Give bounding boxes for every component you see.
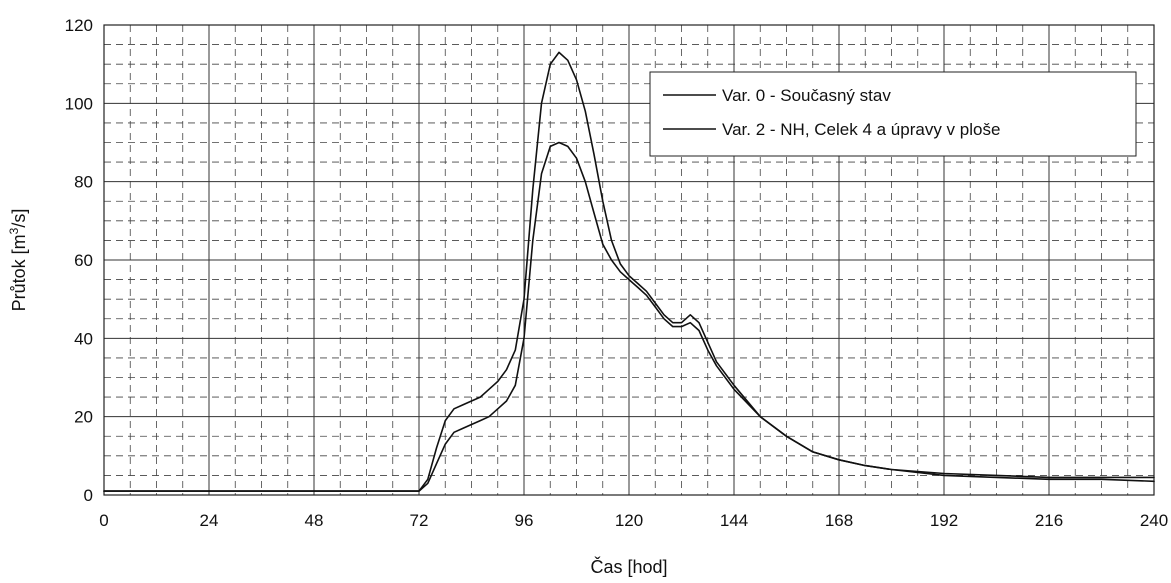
legend-label-var2: Var. 2 - NH, Celek 4 a úpravy v ploše — [722, 120, 1000, 139]
y-axis-title-sup: 3 — [7, 227, 21, 234]
x-tick-label: 168 — [825, 511, 853, 530]
y-tick-label: 60 — [74, 251, 93, 270]
y-axis-title: Průtok [m3/s] — [7, 209, 29, 312]
x-tick-label: 240 — [1140, 511, 1168, 530]
y-tick-label: 80 — [74, 173, 93, 192]
y-tick-label: 0 — [84, 486, 93, 505]
x-tick-label: 192 — [930, 511, 958, 530]
legend-box — [649, 71, 1137, 157]
legend-label-var0: Var. 0 - Současný stav — [722, 86, 891, 105]
series-line-var2 — [103, 51, 1155, 492]
x-tick-label: 48 — [305, 511, 324, 530]
x-tick-label: 144 — [720, 511, 748, 530]
y-tick-label: 100 — [65, 94, 93, 113]
x-tick-label: 0 — [99, 511, 108, 530]
series-lines — [103, 51, 1155, 492]
x-tick-labels: 0 24 48 72 96 120 144 168 192 216 240 — [99, 511, 1168, 530]
x-tick-label: 120 — [615, 511, 643, 530]
x-tick-label: 96 — [515, 511, 534, 530]
x-axis-title: Čas [hod] — [590, 556, 667, 577]
x-tick-label: 216 — [1035, 511, 1063, 530]
y-tick-labels: 0 20 40 60 80 100 120 — [65, 16, 93, 505]
x-tick-label: 72 — [410, 511, 429, 530]
legend: Var. 0 - Současný stav Var. 2 - NH, Cele… — [649, 71, 1137, 157]
y-tick-label: 20 — [74, 408, 93, 427]
major-grid — [104, 25, 1154, 495]
y-axis-title-end: /s] — [9, 209, 29, 228]
y-tick-label: 120 — [65, 16, 93, 35]
y-tick-label: 40 — [74, 329, 93, 348]
y-axis-title-main: Průtok [m — [9, 234, 29, 311]
plot-border — [103, 24, 1155, 496]
x-tick-label: 24 — [200, 511, 219, 530]
